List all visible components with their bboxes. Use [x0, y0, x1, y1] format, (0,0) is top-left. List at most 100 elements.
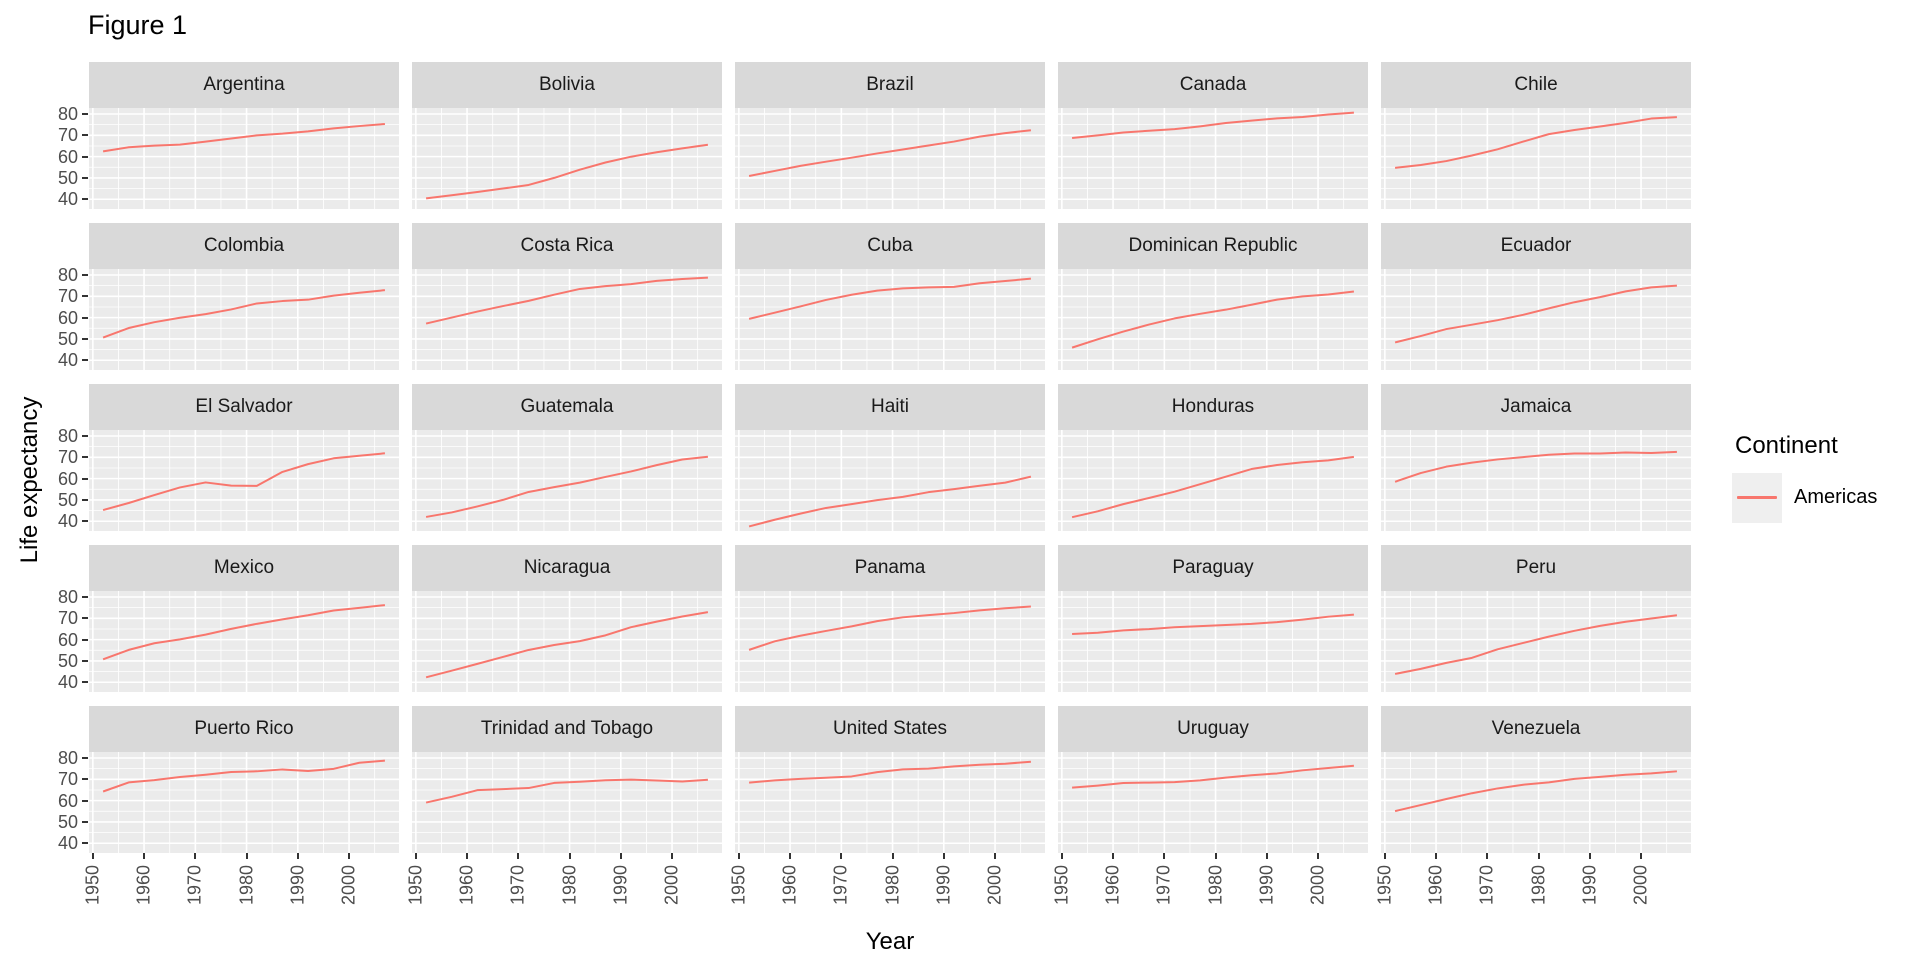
facet-panel — [1058, 269, 1368, 370]
x-tick-mark — [91, 853, 94, 859]
x-tick-mark — [737, 853, 740, 859]
facet-strip: Bolivia — [412, 62, 722, 108]
facet-strip: Cuba — [735, 223, 1045, 269]
facet-strip-label: Costa Rica — [520, 235, 614, 256]
life-expectancy-line — [1071, 455, 1355, 519]
x-tick-label: 1990 — [933, 864, 954, 906]
y-tick-label: 80 — [57, 264, 78, 285]
facet-strip-label: Puerto Rico — [194, 718, 294, 739]
life-expectancy-line — [425, 778, 708, 804]
life-expectancy-line — [102, 289, 386, 339]
x-tick-mark — [994, 853, 997, 859]
facet-strip: Nicaragua — [412, 545, 722, 591]
facet-strip-label: Ecuador — [1500, 235, 1572, 256]
life-expectancy-line — [425, 611, 709, 679]
y-tick-label: 50 — [57, 328, 78, 349]
y-tick-label: 60 — [57, 629, 78, 650]
y-tick-label: 70 — [57, 286, 78, 307]
x-tick-label: 1990 — [610, 864, 631, 906]
life-expectancy-line — [102, 122, 385, 153]
facet-strip-label: Nicaragua — [523, 557, 611, 578]
facet-strip: Guatemala — [412, 384, 722, 430]
facet-strip-label: Mexico — [213, 557, 275, 578]
facet-strip-label: Panama — [854, 557, 926, 578]
facet-panel — [1058, 108, 1368, 209]
life-expectancy-line — [748, 605, 1031, 651]
facet-panel — [735, 430, 1045, 531]
x-tick-mark — [1265, 853, 1268, 859]
legend-entry-label: Americas — [1794, 486, 1878, 508]
life-expectancy-line — [748, 277, 1032, 320]
y-tick-mark — [82, 520, 88, 523]
y-tick-label: 40 — [57, 350, 78, 371]
y-tick-mark — [82, 681, 88, 684]
y-tick-label: 80 — [57, 747, 78, 768]
y-tick-label: 40 — [57, 189, 78, 210]
facet-panel — [735, 591, 1045, 692]
facet-panel — [412, 752, 722, 853]
facet-strip-label: Trinidad and Tobago — [480, 718, 654, 739]
facet-panel — [1058, 752, 1368, 853]
y-tick-mark — [82, 456, 88, 459]
y-tick-mark — [82, 295, 88, 298]
facet-panel — [89, 752, 399, 853]
y-tick-mark — [82, 659, 88, 662]
y-tick-mark — [82, 756, 88, 759]
y-tick-label: 70 — [57, 769, 78, 790]
life-expectancy-line — [1071, 290, 1355, 349]
x-tick-mark — [1317, 853, 1320, 859]
y-tick-label: 60 — [57, 468, 78, 489]
facet-panel — [89, 269, 399, 370]
facet-strip: Argentina — [89, 62, 399, 108]
y-tick-label: 70 — [57, 447, 78, 468]
x-tick-label: 1990 — [1579, 864, 1600, 906]
x-tick-mark — [245, 853, 248, 859]
y-tick-label: 40 — [57, 833, 78, 854]
x-tick-mark — [942, 853, 945, 859]
y-tick-label: 40 — [57, 672, 78, 693]
x-tick-label: 1990 — [1256, 864, 1277, 906]
x-tick-label: 1980 — [236, 864, 257, 906]
life-expectancy-line — [748, 475, 1032, 528]
facet-strip-label: Cuba — [867, 235, 913, 256]
x-tick-mark — [414, 853, 417, 859]
y-tick-label: 40 — [57, 511, 78, 532]
facet-strip: Venezuela — [1381, 706, 1691, 752]
facet-strip: Peru — [1381, 545, 1691, 591]
facet-strip-label: Canada — [1179, 74, 1247, 95]
facet-strip: Trinidad and Tobago — [412, 706, 722, 752]
y-tick-mark — [82, 316, 88, 319]
x-tick-mark — [568, 853, 571, 859]
x-tick-mark — [619, 853, 622, 859]
legend-key-line-icon — [1737, 496, 1777, 499]
y-tick-mark — [82, 820, 88, 823]
x-tick-label: 1970 — [184, 864, 205, 906]
facet-panel — [412, 108, 722, 209]
y-tick-mark — [82, 778, 88, 781]
facet-strip: Honduras — [1058, 384, 1368, 430]
x-axis-title: Year — [865, 928, 915, 955]
y-tick-label: 80 — [57, 425, 78, 446]
facet-strip-label: Jamaica — [1500, 396, 1572, 417]
x-tick-label: 1980 — [1205, 864, 1226, 906]
life-expectancy-line — [748, 129, 1032, 177]
life-expectancy-line — [1072, 764, 1354, 789]
legend-title: Continent — [1735, 432, 1838, 459]
x-tick-label: 1980 — [559, 864, 580, 906]
x-tick-mark — [1486, 853, 1489, 859]
life-expectancy-line — [425, 276, 708, 325]
facet-strip: Panama — [735, 545, 1045, 591]
x-tick-mark — [1640, 853, 1643, 859]
x-tick-mark — [466, 853, 469, 859]
life-expectancy-line — [1394, 450, 1677, 483]
y-tick-label: 50 — [57, 489, 78, 510]
x-tick-label: 1950 — [1374, 864, 1395, 906]
facet-strip: Mexico — [89, 545, 399, 591]
x-tick-mark — [789, 853, 792, 859]
facet-panel — [89, 108, 399, 209]
facet-strip-label: Bolivia — [539, 74, 595, 95]
x-tick-label: 1970 — [1476, 864, 1497, 906]
x-tick-label: 1980 — [882, 864, 903, 906]
facet-strip-label: Guatemala — [520, 396, 614, 417]
